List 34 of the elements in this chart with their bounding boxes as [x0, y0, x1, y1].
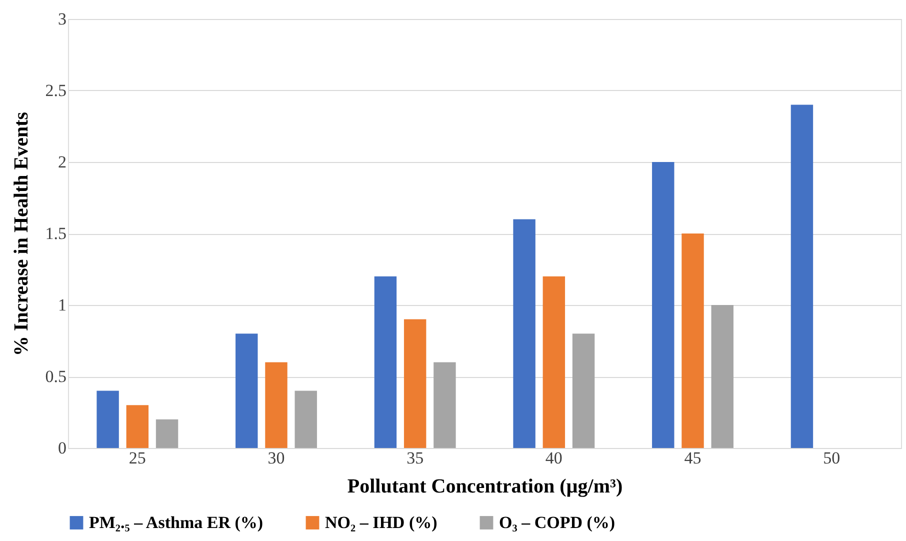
bar: [294, 390, 317, 448]
bar: [652, 162, 674, 448]
y-axis-title: % Increase in Health Events: [10, 112, 32, 356]
y-tick-label: 1: [58, 296, 66, 314]
bar: [374, 276, 397, 448]
y-tick-label: 0: [58, 438, 66, 458]
bar: [513, 219, 536, 448]
bar: [790, 104, 814, 448]
x-tick-label: 50: [823, 448, 840, 468]
legend-label: NO₂ – IHD (%): [325, 512, 438, 532]
y-tick-label: 2.5: [45, 81, 66, 100]
bar: [682, 234, 704, 448]
bar: [126, 405, 149, 448]
bar: [542, 276, 566, 448]
legend-label: PM₂.₅ – Asthma ER (%): [89, 512, 264, 532]
bar: [236, 334, 258, 448]
bar: [572, 334, 595, 448]
y-tick-label: 1.5: [45, 224, 66, 243]
y-tick-label: 0.5: [45, 367, 66, 386]
x-tick-label: 40: [545, 448, 562, 468]
bar: [711, 305, 734, 448]
x-axis-title: Pollutant Concentration (µg/m³): [347, 476, 623, 498]
bar: [265, 362, 288, 448]
x-tick-label: 25: [128, 448, 146, 468]
x-tick-label: 30: [268, 448, 285, 468]
y-tick-label: 3: [58, 10, 66, 28]
bar: [434, 362, 456, 448]
legend-label: O₃ – COPD (%): [499, 512, 616, 532]
x-tick-label: 35: [406, 448, 424, 468]
bar: [96, 390, 119, 448]
x-tick-label: 45: [684, 448, 702, 468]
bar: [156, 419, 178, 448]
y-tick-label: 2: [58, 152, 66, 172]
bar: [404, 319, 426, 448]
